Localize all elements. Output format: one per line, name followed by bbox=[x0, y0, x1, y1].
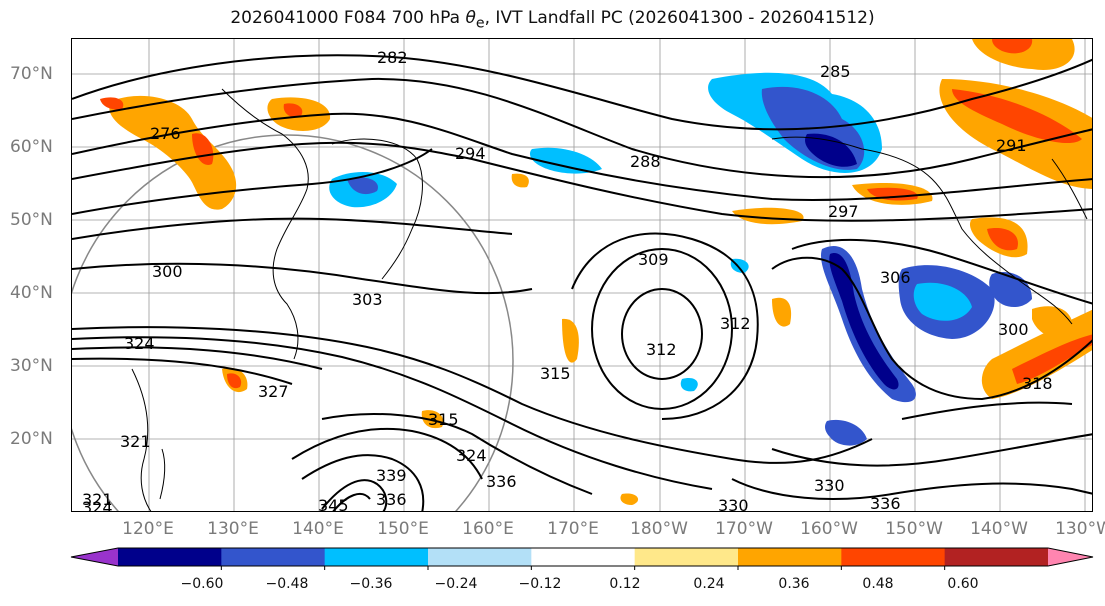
lon-label-140w: 140°W bbox=[970, 519, 1028, 539]
map-panel: 282 285 276 294 288 291 297 300 303 309 … bbox=[71, 38, 1093, 512]
contour-labels: 282 285 276 294 288 291 297 300 303 309 … bbox=[82, 48, 1053, 512]
lat-label-70n: 70°N bbox=[10, 64, 53, 84]
lon-label-150w: 150°W bbox=[885, 519, 943, 539]
theta-e-contours bbox=[72, 54, 1092, 511]
lon-label-120e: 120°E bbox=[122, 519, 174, 539]
contour-label: 312 bbox=[720, 314, 751, 333]
colorbar-tick: 0.48 bbox=[862, 576, 894, 592]
contour-label: 282 bbox=[377, 48, 408, 67]
lon-label-130w: 130°W bbox=[1055, 519, 1105, 539]
lon-label-170e: 170°E bbox=[547, 519, 599, 539]
contour-label: 306 bbox=[880, 268, 911, 287]
lon-label-130e: 130°E bbox=[207, 519, 259, 539]
contour-label: 315 bbox=[428, 410, 459, 429]
colorbar-segment bbox=[324, 548, 429, 566]
colorbar-tick: −0.36 bbox=[349, 576, 393, 592]
lon-label-150e: 150°E bbox=[377, 519, 429, 539]
coastlines bbox=[131, 88, 1088, 511]
colorbar-tick: −0.48 bbox=[265, 576, 309, 592]
colorbar-segment bbox=[944, 548, 1049, 566]
colorbar-tick: −0.12 bbox=[518, 576, 562, 592]
colorbar-segment bbox=[428, 548, 532, 566]
contour-label: 288 bbox=[630, 152, 661, 171]
colorbar-extend-high bbox=[1048, 548, 1093, 566]
contour-label: 336 bbox=[870, 494, 901, 512]
contour-label: 318 bbox=[1022, 374, 1053, 393]
contour-label: 294 bbox=[455, 144, 486, 163]
contour-label: 312 bbox=[646, 340, 677, 359]
contour-label: 276 bbox=[150, 124, 181, 143]
colorbar-extend-low bbox=[71, 548, 118, 566]
negative-anomaly-shading bbox=[329, 72, 1032, 446]
contour-label: 309 bbox=[638, 250, 669, 269]
colorbar-segment bbox=[738, 548, 842, 566]
contour-label: 324 bbox=[456, 446, 487, 465]
title-theta: θ bbox=[465, 8, 476, 28]
colorbar-outline bbox=[70, 547, 1094, 567]
contour-label: 327 bbox=[258, 382, 289, 401]
lon-label-180w: 180°W bbox=[630, 519, 688, 539]
landfall-radius-circle bbox=[72, 134, 514, 511]
colorbar-tick: 0.60 bbox=[947, 576, 979, 592]
contour-label: 324 bbox=[124, 334, 155, 353]
contour-label: 297 bbox=[828, 202, 859, 221]
map-title: 2026041000 F084 700 hPa θe, IVT Landfall… bbox=[0, 8, 1105, 31]
contour-label: 291 bbox=[996, 136, 1027, 155]
lon-label-160w: 160°W bbox=[800, 519, 858, 539]
colorbar-segment bbox=[634, 548, 739, 566]
contour-label: 300 bbox=[998, 320, 1029, 339]
lat-label-60n: 60°N bbox=[10, 137, 53, 157]
contour-label: 336 bbox=[376, 490, 407, 509]
colorbar-segment bbox=[118, 548, 222, 566]
contour-label: 321 bbox=[120, 432, 151, 451]
colorbar-segment bbox=[531, 548, 636, 566]
contour-label: 330 bbox=[814, 476, 845, 495]
colorbar-segment bbox=[841, 548, 946, 566]
colorbar-tick: 0.24 bbox=[693, 576, 725, 592]
contour-label: 330 bbox=[718, 496, 749, 512]
contour-label: 339 bbox=[376, 466, 407, 485]
contour-label: 336 bbox=[486, 472, 517, 491]
map-canvas: 282 285 276 294 288 291 297 300 303 309 … bbox=[72, 39, 1092, 512]
lat-label-50n: 50°N bbox=[10, 210, 53, 230]
contour-label: 285 bbox=[820, 62, 851, 81]
lon-label-140e: 140°E bbox=[292, 519, 344, 539]
contour-label: 315 bbox=[540, 364, 571, 383]
lat-label-30n: 30°N bbox=[10, 356, 53, 376]
colorbar-segments bbox=[70, 547, 1094, 567]
colorbar-tick: −0.60 bbox=[180, 576, 224, 592]
lon-label-160e: 160°E bbox=[462, 519, 514, 539]
title-suffix: , IVT Landfall PC (2026041300 - 20260415… bbox=[484, 8, 875, 28]
colorbar-tick: 0.12 bbox=[609, 576, 641, 592]
colorbar-tickmarks bbox=[220, 566, 946, 570]
contour-label: 345 bbox=[318, 496, 349, 512]
colorbar-segment bbox=[221, 548, 326, 566]
contour-label: 324 bbox=[82, 498, 113, 512]
contour-label: 303 bbox=[352, 290, 383, 309]
colorbar-tick: 0.36 bbox=[778, 576, 810, 592]
contour-label: 321 bbox=[82, 490, 113, 509]
colorbar-tick: −0.24 bbox=[434, 576, 478, 592]
lat-label-20n: 20°N bbox=[10, 429, 53, 449]
contour-label: 300 bbox=[152, 262, 183, 281]
title-prefix: 2026041000 F084 700 hPa bbox=[230, 8, 466, 28]
title-subscript: e bbox=[475, 15, 485, 32]
lon-label-170w: 170°W bbox=[715, 519, 773, 539]
lat-label-40n: 40°N bbox=[10, 283, 53, 303]
